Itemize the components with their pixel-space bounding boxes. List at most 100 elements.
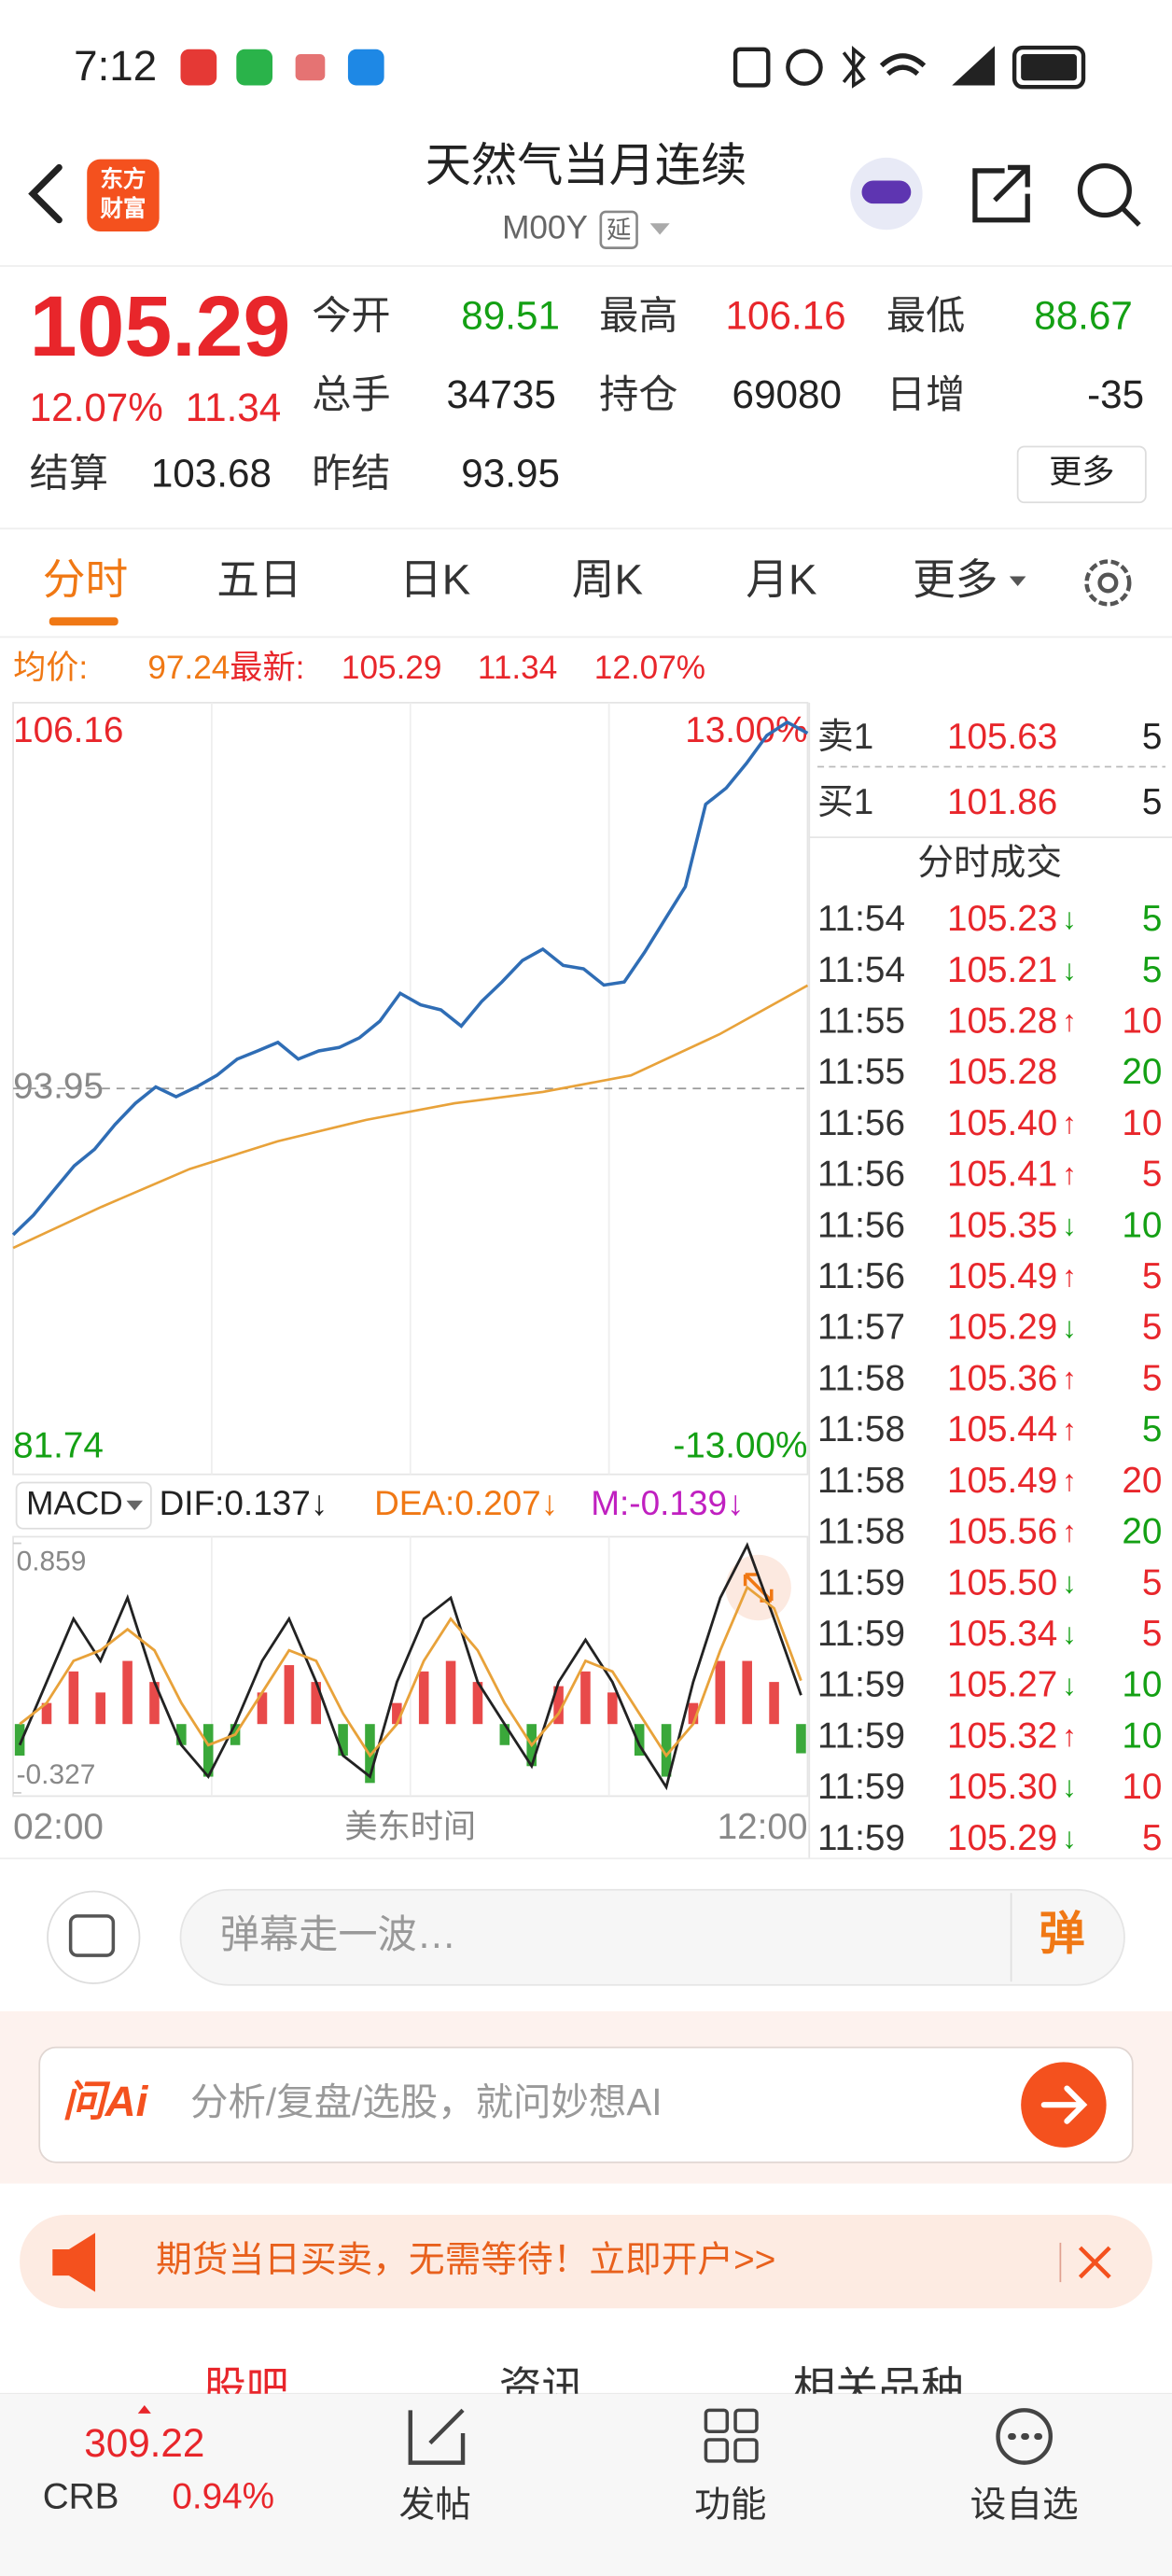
x-tick-label: 12:00 xyxy=(718,1807,808,1847)
dropdown-arrow xyxy=(1009,576,1026,586)
tab[interactable]: 分时 xyxy=(43,556,128,604)
trade-time: 11:58 xyxy=(817,1409,905,1449)
trade-arrow: ↑ xyxy=(1062,1157,1077,1191)
trade-arrow: ↓ xyxy=(1062,1310,1077,1344)
tab[interactable]: 月K xyxy=(746,556,816,604)
ai-placeholder: 分析/复盘/选股，就问妙想AI xyxy=(190,2080,663,2123)
ai-input[interactable] xyxy=(38,2046,1134,2163)
danmu-toggle[interactable] xyxy=(47,1890,141,1984)
book-qty: 5 xyxy=(1142,782,1163,822)
macd-bar xyxy=(257,1692,268,1725)
macd-bar xyxy=(68,1671,79,1725)
trade-price: 105.40 xyxy=(947,1103,1057,1143)
trade-qty: 5 xyxy=(1142,1409,1163,1449)
signal-icon xyxy=(952,46,996,86)
trade-qty: 10 xyxy=(1122,1205,1162,1245)
trade-time: 11:55 xyxy=(817,1052,905,1092)
icon-part xyxy=(733,2408,759,2433)
battery-level xyxy=(1021,54,1077,81)
trade-time: 11:55 xyxy=(817,1001,905,1041)
avatar-face xyxy=(861,180,912,204)
x-axis-label: 美东时间 xyxy=(344,1809,476,1845)
trade-time: 11:59 xyxy=(817,1665,905,1705)
index-name: CRB xyxy=(43,2477,119,2517)
trade-arrow: ↓ xyxy=(1062,1565,1077,1599)
search-button[interactable] xyxy=(1077,163,1132,218)
field-value: 103.68 xyxy=(151,451,272,495)
title: 天然气当月连续 xyxy=(426,140,747,191)
trade-price: 105.56 xyxy=(947,1512,1057,1552)
dropdown-arrow[interactable] xyxy=(649,223,670,235)
code: M00Y xyxy=(502,210,588,246)
y-tick-label: 0.859 xyxy=(17,1547,87,1577)
macd-selector[interactable] xyxy=(15,1481,152,1530)
bottom-action: 功能 xyxy=(694,2485,766,2525)
share-button[interactable] xyxy=(972,164,1030,223)
tab[interactable]: 周K xyxy=(572,556,643,604)
trade-arrow: ↑ xyxy=(1062,1259,1077,1293)
clock: 7:12 xyxy=(74,42,157,90)
info-last: 105.29 xyxy=(342,650,442,686)
field-value: 93.95 xyxy=(461,451,560,495)
settings-button[interactable] xyxy=(1084,559,1132,607)
trade-arrow: ↓ xyxy=(1062,1821,1077,1855)
info-change: 11.34 xyxy=(478,650,557,686)
trade-time: 11:54 xyxy=(817,899,905,939)
macd-bar xyxy=(41,1702,52,1725)
index-value: 309.22 xyxy=(84,2421,204,2465)
field-label: 最高 xyxy=(599,293,677,337)
function-icon[interactable] xyxy=(704,2408,759,2463)
wifi-icon xyxy=(879,53,927,77)
danmu-input[interactable] xyxy=(179,1888,1125,1986)
more-button[interactable] xyxy=(1016,445,1147,504)
settings-center xyxy=(1097,572,1119,594)
trade-price: 105.49 xyxy=(947,1461,1057,1501)
trade-arrow: ↓ xyxy=(1062,1208,1077,1241)
trade-price: 105.50 xyxy=(947,1562,1057,1603)
tag: 延 xyxy=(607,216,631,244)
trade-price: 105.35 xyxy=(947,1205,1057,1245)
field-value: 88.67 xyxy=(1034,293,1133,337)
trade-qty: 10 xyxy=(1122,1767,1162,1807)
bottom-bar xyxy=(0,2393,1172,2576)
trade-time: 11:56 xyxy=(817,1155,905,1195)
trade-price: 105.49 xyxy=(947,1256,1057,1296)
tab[interactable]: 五日 xyxy=(216,556,301,604)
trade-time: 11:59 xyxy=(817,1715,905,1756)
tab[interactable]: 更多 xyxy=(913,556,998,604)
info-last-label: 最新: xyxy=(230,650,304,686)
logo-text: 东方 xyxy=(100,165,146,192)
trade-time: 11:59 xyxy=(817,1818,905,1858)
trade-qty: 10 xyxy=(1122,1103,1162,1143)
back-button[interactable] xyxy=(28,163,63,224)
alarm-icon xyxy=(786,49,823,86)
post-icon[interactable] xyxy=(408,2408,466,2465)
book-side: 卖1 xyxy=(817,717,873,757)
macd-bar xyxy=(661,1724,672,1777)
trade-price: 105.44 xyxy=(947,1409,1057,1449)
watchlist-icon[interactable] xyxy=(996,2408,1053,2465)
x-tick-label: 02:00 xyxy=(13,1807,104,1847)
macd-bar xyxy=(769,1682,779,1725)
trade-arrow: ↑ xyxy=(1062,1362,1077,1395)
trade-arrow: ↑ xyxy=(1062,1515,1077,1548)
trade-qty: 5 xyxy=(1142,1818,1163,1858)
trade-arrow: ↑ xyxy=(1062,1004,1077,1038)
tab[interactable]: 日K xyxy=(399,556,470,604)
trade-time: 11:59 xyxy=(817,1562,905,1603)
trade-time: 11:57 xyxy=(817,1308,905,1348)
dea-line xyxy=(19,1585,802,1758)
macd-bar xyxy=(634,1724,645,1757)
pct-label: -13.00% xyxy=(673,1426,807,1466)
book-price: 101.86 xyxy=(947,782,1057,822)
field-value: 106.16 xyxy=(726,293,846,337)
change-pct: 12.07% xyxy=(30,385,163,429)
banner-close[interactable] xyxy=(1078,2246,1111,2279)
trade-qty: 20 xyxy=(1122,1461,1162,1501)
trade-time: 11:58 xyxy=(817,1358,905,1398)
trade-qty: 5 xyxy=(1142,1256,1163,1296)
banner[interactable] xyxy=(20,2215,1152,2309)
macd-bar xyxy=(149,1682,160,1725)
app-icon xyxy=(295,54,326,81)
